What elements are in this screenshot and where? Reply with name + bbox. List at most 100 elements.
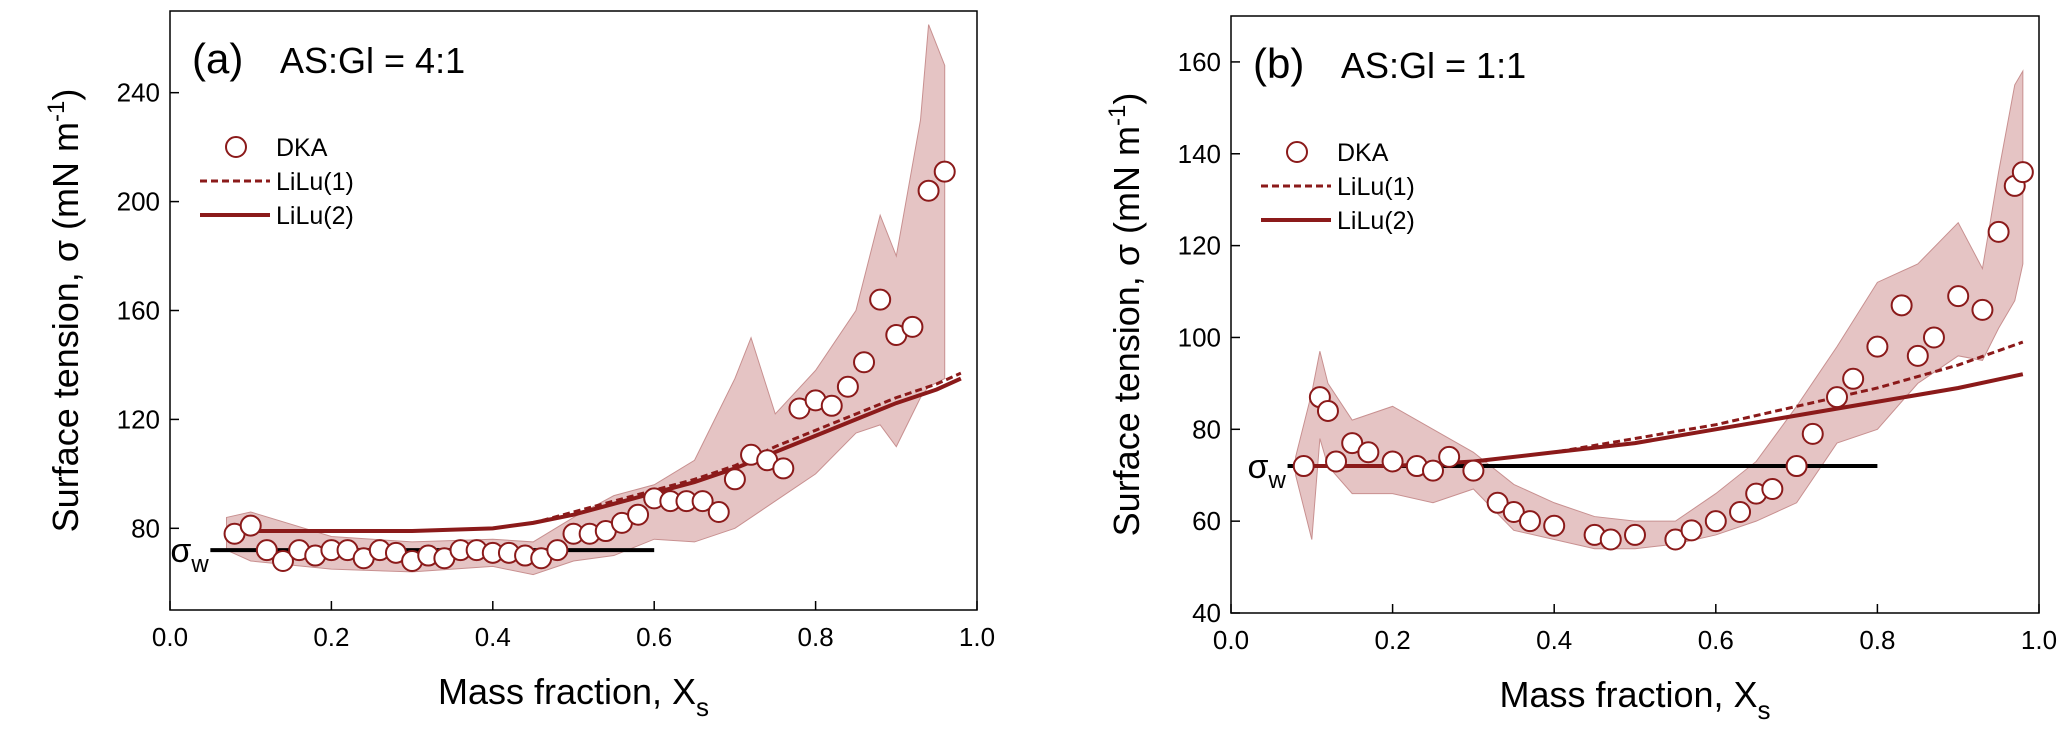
panel-label: (b) — [1253, 40, 1304, 87]
data-point — [1826, 386, 1848, 409]
data-point — [723, 468, 746, 491]
data-point — [1438, 445, 1461, 468]
y-axis-title-end: ) — [1106, 93, 1147, 105]
data-point — [933, 160, 956, 183]
y-tick-label: 160 — [1178, 47, 1221, 77]
data-point — [1801, 422, 1824, 445]
x-tick-label: 1.0 — [2021, 625, 2057, 655]
legend-label: DKA — [1337, 139, 1389, 167]
y-tick-label: 200 — [117, 187, 160, 217]
y-tick-label: 140 — [1178, 139, 1221, 169]
data-point — [546, 539, 569, 562]
data-point — [901, 315, 924, 338]
panel-label: (a) — [192, 35, 243, 82]
x-axis-title-main: Mass fraction, X — [438, 671, 696, 712]
data-point — [1381, 450, 1404, 473]
x-tick-label: 0.4 — [1536, 625, 1572, 655]
data-point — [1922, 326, 1945, 349]
data-point — [2011, 161, 2034, 184]
y-axis-title-sup: -1 — [43, 101, 70, 122]
y-tick-label: 60 — [1192, 506, 1221, 536]
x-tick-label: 0.2 — [1375, 625, 1411, 655]
data-point — [1761, 478, 1784, 501]
data-point — [691, 490, 714, 513]
data-point — [1664, 528, 1687, 551]
x-axis-title-sub: s — [1758, 695, 1771, 725]
plot-frame — [1230, 15, 2040, 614]
x-tick-label: 0.8 — [798, 622, 834, 652]
uncertainty-band — [225, 24, 946, 576]
legend-label: DKA — [276, 134, 328, 162]
data-point — [1866, 335, 1889, 358]
legend-marker — [1286, 141, 1308, 163]
data-point — [1842, 367, 1865, 390]
data-point — [1624, 523, 1646, 546]
data-point — [1947, 285, 1970, 308]
x-axis-title-main: Mass fraction, X — [1499, 674, 1757, 715]
y-tick-label: 80 — [131, 513, 160, 543]
data-point — [255, 539, 278, 562]
data-point — [1599, 528, 1622, 551]
data-point — [1987, 220, 2010, 243]
legend-label: LiLu(1) — [1337, 173, 1415, 201]
sigma-w-label: σw — [1248, 448, 1287, 494]
x-tick-label: 0.2 — [313, 622, 349, 652]
data-point — [1486, 491, 1509, 514]
data-point — [239, 514, 262, 537]
data-point — [627, 503, 650, 526]
y-tick-label: 40 — [1192, 598, 1221, 628]
sigma-w-label: σw — [170, 532, 209, 578]
data-point — [707, 500, 730, 523]
legend-marker — [225, 136, 247, 158]
uncertainty-band — [1295, 69, 2024, 550]
data-point — [772, 457, 795, 480]
sigma-w-symbol: σ — [170, 532, 191, 570]
data-point — [853, 351, 876, 374]
data-point — [869, 288, 892, 311]
data-point — [1462, 459, 1485, 482]
x-axis-title-sub: s — [696, 692, 709, 722]
data-point — [1906, 344, 1929, 367]
data-point — [1543, 514, 1566, 537]
data-point — [1316, 399, 1339, 422]
sigma-w-symbol: σ — [1248, 448, 1269, 486]
x-axis-title: Mass fraction, Xs — [1499, 674, 1770, 725]
data-point — [1357, 441, 1380, 464]
x-tick-label: 0.0 — [152, 622, 188, 652]
data-point — [1785, 455, 1808, 478]
data-point — [836, 375, 859, 398]
y-axis-title: Surface tension, σ (mN m-1) — [1104, 93, 1147, 537]
legend-label: LiLu(2) — [276, 202, 354, 230]
y-tick-label: 160 — [117, 296, 160, 326]
data-point — [820, 394, 843, 417]
data-point — [1704, 510, 1727, 533]
data-point — [1292, 455, 1315, 478]
y-tick-label: 240 — [117, 78, 160, 108]
data-point — [1502, 500, 1525, 523]
model-line — [234, 371, 962, 533]
panel: σw 0.0 0.2 0.4 0.6 0.8 1.0 80 120 160 200 240 Mass f… — [43, 10, 995, 722]
y-tick-label: 120 — [117, 404, 160, 434]
data-point — [1729, 500, 1752, 523]
model-line — [234, 376, 962, 534]
data-point — [271, 549, 294, 572]
annotation: AS:Gl = 4:1 — [280, 40, 465, 81]
sigma-w-sub: w — [1268, 467, 1287, 494]
y-axis-title-end: ) — [45, 89, 86, 101]
y-axis-title: Surface tension, σ (mN m-1) — [43, 89, 86, 533]
x-axis-title: Mass fraction, Xs — [438, 671, 709, 722]
x-tick-label: 0.4 — [475, 622, 511, 652]
annotation: AS:Gl = 1:1 — [1341, 45, 1526, 86]
y-tick-label: 120 — [1178, 231, 1221, 261]
sigma-w-sub: w — [190, 551, 209, 578]
data-point — [1680, 519, 1703, 542]
data-point — [1518, 510, 1541, 533]
data-point — [1422, 459, 1444, 482]
data-point — [917, 179, 940, 202]
y-axis-title-main: Surface tension, σ (mN m — [1106, 126, 1147, 536]
panel: σw 0.0 0.2 0.4 0.6 0.8 1.0 40 60 80 100 120 140 160 Ma… — [1104, 15, 2057, 725]
data-point — [1971, 298, 1994, 321]
legend-label: LiLu(2) — [1337, 207, 1415, 235]
